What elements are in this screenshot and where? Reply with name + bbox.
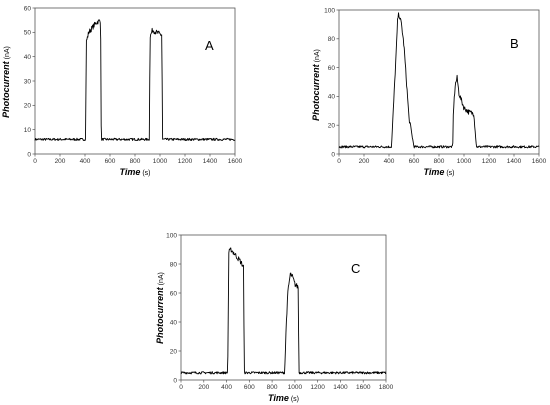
x-tick-label: 400 xyxy=(80,158,91,165)
x-tick-label: 1800 xyxy=(379,384,394,391)
y-tick-label: 0 xyxy=(173,377,177,384)
x-tick-label: 1600 xyxy=(356,384,371,391)
y-tick-label: 30 xyxy=(24,78,32,85)
y-tick-label: 40 xyxy=(170,319,178,326)
x-tick-label: 800 xyxy=(434,158,445,165)
y-axis-label: Photocurrent(nA) xyxy=(155,272,165,344)
y-tick-label: 100 xyxy=(166,232,177,239)
y-tick-label: 60 xyxy=(170,290,178,297)
x-tick-label: 600 xyxy=(244,384,255,391)
x-tick-label: 600 xyxy=(409,158,420,165)
x-tick-label: 1600 xyxy=(228,158,243,165)
data-series-line xyxy=(34,19,236,142)
panel-label: B xyxy=(510,36,519,51)
y-tick-label: 80 xyxy=(170,261,178,268)
x-tick-label: 1400 xyxy=(203,158,218,165)
x-tick-label: 800 xyxy=(267,384,278,391)
x-axis-label: Time (s) xyxy=(119,167,150,177)
y-tick-label: 60 xyxy=(328,65,336,72)
x-axis-label: Time (s) xyxy=(423,167,454,177)
y-tick-label: 60 xyxy=(24,5,32,12)
chart-panel-b: 0 200 400 600 800 1000 1200 1400 1600 0 20 40 60 80 10… xyxy=(311,7,547,177)
x-tick-label: 1400 xyxy=(333,384,348,391)
panel-label: C xyxy=(351,261,360,276)
y-tick-label: 10 xyxy=(24,127,32,134)
y-tick-label: 80 xyxy=(328,36,336,43)
x-tick-label: 1000 xyxy=(288,384,303,391)
x-tick-label: 400 xyxy=(221,384,232,391)
x-tick-label: 400 xyxy=(384,158,395,165)
x-tick-label: 600 xyxy=(105,158,116,165)
y-tick-label: 0 xyxy=(331,151,335,158)
y-tick-label: 20 xyxy=(170,348,178,355)
y-tick-label: 0 xyxy=(27,151,31,158)
x-tick-label: 0 xyxy=(179,384,183,391)
y-tick-label: 20 xyxy=(24,103,32,110)
y-tick-label: 40 xyxy=(24,54,32,61)
y-axis-label: Photocurrent(nA) xyxy=(311,49,321,121)
chart-panel-c: 0 200 400 600 800 1000 1200 1400 1600 1800 0 20 40 60… xyxy=(155,232,394,403)
y-tick-label: 50 xyxy=(24,30,32,37)
data-series-line xyxy=(180,247,387,375)
x-tick-label: 200 xyxy=(55,158,66,165)
y-tick-label: 100 xyxy=(324,7,335,14)
x-tick-label: 1600 xyxy=(532,158,547,165)
x-tick-label: 1200 xyxy=(482,158,497,165)
x-tick-label: 0 xyxy=(337,158,341,165)
x-tick-label: 1000 xyxy=(457,158,472,165)
y-tick-label: 20 xyxy=(328,123,336,130)
plot-frame xyxy=(180,234,387,381)
x-tick-label: 800 xyxy=(130,158,141,165)
data-series-line xyxy=(338,12,540,149)
x-tick-label: 200 xyxy=(359,158,370,165)
y-tick-label: 40 xyxy=(328,94,336,101)
x-tick-label: 1400 xyxy=(507,158,522,165)
panel-label: A xyxy=(205,38,214,53)
plot-frame xyxy=(34,7,236,155)
chart-panel-a: 0 200 400 600 800 1000 1200 1400 1600 0 10 20 30 40 50… xyxy=(1,5,243,177)
x-tick-label: 1000 xyxy=(153,158,168,165)
plot-frame xyxy=(338,9,540,155)
x-tick-label: 0 xyxy=(33,158,37,165)
x-tick-label: 1200 xyxy=(178,158,193,165)
x-axis-label: Time (s) xyxy=(268,393,299,403)
y-axis-label: Photocurrent(nA) xyxy=(1,46,11,118)
x-tick-label: 1200 xyxy=(310,384,325,391)
x-tick-label: 200 xyxy=(198,384,209,391)
